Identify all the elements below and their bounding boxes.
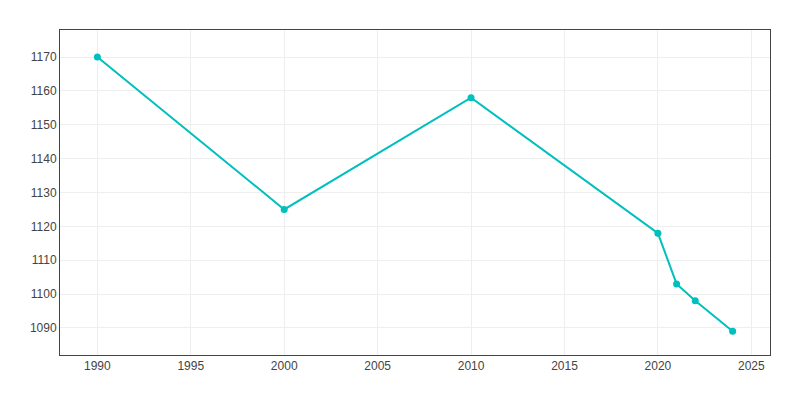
svg-text:1100: 1100	[31, 287, 57, 301]
svg-text:1160: 1160	[31, 84, 57, 98]
svg-text:1130: 1130	[31, 186, 57, 200]
svg-text:1990: 1990	[84, 359, 111, 373]
svg-text:1995: 1995	[177, 359, 204, 373]
svg-text:1120: 1120	[31, 220, 57, 234]
svg-text:2000: 2000	[271, 359, 298, 373]
svg-text:2025: 2025	[738, 359, 765, 373]
svg-text:2020: 2020	[645, 359, 672, 373]
svg-text:1090: 1090	[30, 321, 57, 335]
svg-text:2010: 2010	[458, 359, 485, 373]
svg-text:1150: 1150	[31, 118, 57, 132]
svg-text:1110: 1110	[32, 253, 57, 267]
svg-text:1140: 1140	[31, 152, 57, 166]
svg-text:2005: 2005	[364, 359, 391, 373]
svg-text:2015: 2015	[551, 359, 578, 373]
svg-text:1170: 1170	[31, 50, 57, 64]
